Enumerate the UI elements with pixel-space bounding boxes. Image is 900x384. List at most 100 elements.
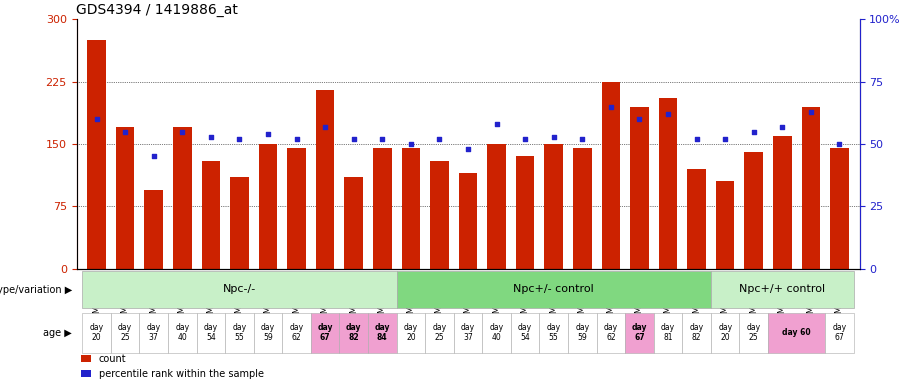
Point xyxy=(775,124,789,130)
Bar xyxy=(140,313,168,353)
Point xyxy=(490,121,504,127)
Bar xyxy=(539,313,568,353)
Bar xyxy=(454,313,482,353)
Point xyxy=(403,141,418,147)
Bar xyxy=(516,157,535,269)
Legend: count, percentile rank within the sample: count, percentile rank within the sample xyxy=(81,354,264,379)
Text: day
67: day 67 xyxy=(832,323,847,342)
Bar xyxy=(373,148,392,269)
Bar xyxy=(368,313,397,353)
Bar xyxy=(116,127,134,269)
Text: day 60: day 60 xyxy=(782,328,811,337)
Bar xyxy=(168,313,196,353)
Text: day
67: day 67 xyxy=(632,323,647,342)
Bar xyxy=(830,148,849,269)
Bar xyxy=(401,148,420,269)
Bar xyxy=(82,313,111,353)
Text: day
67: day 67 xyxy=(318,323,333,342)
Bar xyxy=(688,169,706,269)
Point xyxy=(518,136,533,142)
Point xyxy=(461,146,475,152)
Bar xyxy=(711,313,740,353)
Bar xyxy=(597,313,626,353)
Text: day
82: day 82 xyxy=(689,323,704,342)
Point xyxy=(718,136,733,142)
Point xyxy=(575,136,590,142)
Bar xyxy=(630,107,649,269)
Bar xyxy=(316,90,335,269)
Point xyxy=(318,124,332,130)
Bar xyxy=(258,144,277,269)
Point xyxy=(432,136,446,142)
Bar xyxy=(310,313,339,353)
Point xyxy=(375,136,390,142)
Bar xyxy=(397,313,425,353)
Bar xyxy=(230,177,248,269)
Text: day
55: day 55 xyxy=(232,323,247,342)
Bar xyxy=(111,313,140,353)
Text: day
81: day 81 xyxy=(661,323,675,342)
Bar xyxy=(397,271,711,308)
Text: age ▶: age ▶ xyxy=(43,328,72,338)
Text: day
54: day 54 xyxy=(203,323,218,342)
Bar xyxy=(716,182,734,269)
Point xyxy=(689,136,704,142)
Bar xyxy=(573,148,591,269)
Bar xyxy=(773,136,792,269)
Bar xyxy=(626,313,653,353)
Text: Npc+/- control: Npc+/- control xyxy=(513,284,594,294)
Bar xyxy=(802,107,820,269)
Bar xyxy=(511,313,539,353)
Point xyxy=(832,141,847,147)
Text: day
37: day 37 xyxy=(147,323,161,342)
Text: day
20: day 20 xyxy=(404,323,418,342)
Text: Npc+/+ control: Npc+/+ control xyxy=(739,284,825,294)
Bar xyxy=(430,161,449,269)
Point xyxy=(747,129,761,135)
Bar xyxy=(601,82,620,269)
Bar xyxy=(87,40,106,269)
Point xyxy=(804,109,818,115)
Text: day
84: day 84 xyxy=(374,323,390,342)
Bar xyxy=(173,127,192,269)
Bar xyxy=(196,313,225,353)
Text: day
82: day 82 xyxy=(346,323,362,342)
Bar xyxy=(339,313,368,353)
Point xyxy=(232,136,247,142)
Bar xyxy=(653,313,682,353)
Bar xyxy=(202,161,220,269)
Point xyxy=(203,134,218,140)
Text: genotype/variation ▶: genotype/variation ▶ xyxy=(0,285,72,295)
Bar xyxy=(487,144,506,269)
Point xyxy=(118,129,132,135)
Bar xyxy=(544,144,563,269)
Text: day
20: day 20 xyxy=(718,323,733,342)
Bar xyxy=(287,148,306,269)
Bar xyxy=(144,190,163,269)
Text: day
25: day 25 xyxy=(118,323,132,342)
Point xyxy=(147,154,161,160)
Point xyxy=(546,134,561,140)
Bar xyxy=(825,313,854,353)
Bar xyxy=(283,313,310,353)
Text: day
54: day 54 xyxy=(518,323,532,342)
Bar xyxy=(482,313,511,353)
Bar xyxy=(568,313,597,353)
Bar xyxy=(744,152,763,269)
Text: day
25: day 25 xyxy=(747,323,760,342)
Text: day
62: day 62 xyxy=(290,323,303,342)
Text: Npc-/-: Npc-/- xyxy=(223,284,256,294)
Point xyxy=(289,136,303,142)
Text: day
40: day 40 xyxy=(490,323,504,342)
Point xyxy=(175,129,189,135)
Bar xyxy=(345,177,363,269)
Text: day
37: day 37 xyxy=(461,323,475,342)
Bar xyxy=(711,271,854,308)
Bar xyxy=(82,271,397,308)
Bar xyxy=(225,313,254,353)
Point xyxy=(633,116,647,122)
Bar xyxy=(740,313,768,353)
Text: day
62: day 62 xyxy=(604,323,618,342)
Text: day
59: day 59 xyxy=(575,323,590,342)
Text: day
55: day 55 xyxy=(546,323,561,342)
